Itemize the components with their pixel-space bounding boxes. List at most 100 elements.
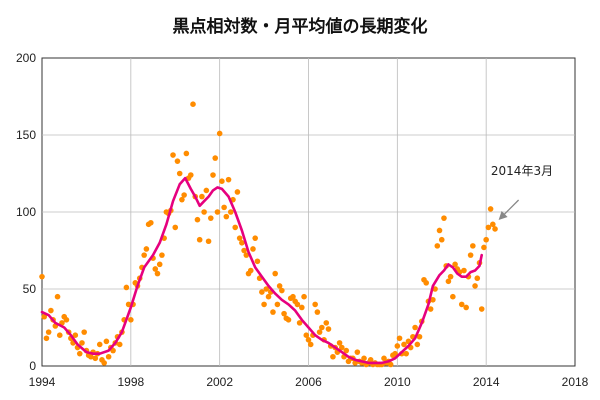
monthly-point	[190, 101, 196, 107]
monthly-point	[312, 301, 318, 308]
monthly-point	[45, 329, 52, 335]
monthly-point	[279, 287, 285, 294]
monthly-point	[72, 332, 79, 339]
monthly-point	[296, 320, 303, 326]
monthly-point	[174, 158, 181, 164]
grid-lines	[42, 58, 575, 366]
monthly-points	[39, 101, 498, 368]
monthly-point	[441, 215, 447, 221]
monthly-point	[416, 333, 423, 340]
smoothed-line-group	[40, 176, 484, 365]
monthly-point	[263, 286, 270, 292]
monthly-point	[243, 252, 250, 258]
y-tick-label: 50	[23, 282, 37, 296]
monthly-point	[116, 341, 123, 348]
monthly-point	[265, 293, 272, 300]
monthly-point	[154, 270, 161, 277]
monthly-point	[241, 247, 247, 254]
x-tick-label: 2006	[295, 375, 322, 389]
monthly-point	[438, 236, 445, 243]
monthly-point	[270, 309, 276, 315]
monthly-point	[187, 172, 194, 178]
monthly-point	[227, 209, 234, 215]
x-tick-label: 1998	[117, 375, 144, 389]
monthly-point	[281, 310, 287, 317]
monthly-point	[225, 176, 232, 183]
monthly-point	[314, 309, 321, 315]
monthly-point	[445, 278, 452, 285]
monthly-point	[105, 353, 112, 360]
monthly-point	[367, 357, 374, 363]
chart-title: 黒点相対数・月平均値の長期変化	[173, 16, 428, 37]
monthly-point	[434, 243, 441, 249]
monthly-point	[210, 172, 216, 178]
monthly-point	[303, 332, 310, 339]
monthly-point	[203, 187, 210, 194]
monthly-point	[414, 341, 421, 348]
monthly-point	[156, 261, 163, 268]
monthly-point	[212, 155, 219, 161]
monthly-point	[396, 335, 403, 342]
monthly-point	[247, 267, 254, 274]
monthly-point	[483, 236, 489, 243]
monthly-point	[361, 355, 367, 362]
monthly-point	[307, 341, 314, 348]
monthly-point	[219, 178, 225, 184]
monthly-point	[323, 320, 330, 326]
monthly-point	[250, 246, 256, 252]
smoothed-line	[40, 176, 484, 365]
monthly-point	[143, 246, 150, 252]
annotation: 2014年3月	[491, 164, 553, 221]
annotation-label: 2014年3月	[491, 164, 553, 178]
monthly-point	[141, 252, 147, 258]
y-tick-label: 100	[16, 205, 36, 219]
monthly-point	[234, 189, 241, 195]
monthly-point	[76, 350, 83, 357]
x-tick-label: 2002	[206, 375, 233, 389]
monthly-point	[272, 270, 278, 277]
monthly-point	[43, 335, 50, 342]
monthly-point	[148, 219, 154, 226]
monthly-point	[88, 353, 94, 360]
x-tick-label: 2014	[473, 375, 500, 389]
monthly-point	[205, 238, 212, 245]
monthly-point	[179, 196, 185, 203]
monthly-point	[381, 355, 387, 362]
monthly-point	[152, 266, 159, 272]
monthly-point	[285, 317, 292, 323]
monthly-point	[239, 240, 245, 246]
monthly-point	[201, 209, 207, 215]
monthly-point	[339, 344, 345, 351]
monthly-point	[430, 296, 436, 303]
monthly-point	[490, 221, 496, 228]
monthly-point	[352, 360, 358, 366]
y-axis-ticks: 0 50 100 150 200	[16, 51, 36, 373]
monthly-point	[412, 324, 418, 331]
monthly-point	[170, 152, 176, 158]
monthly-point	[63, 317, 70, 323]
monthly-point	[474, 275, 481, 282]
monthly-point	[81, 329, 87, 335]
y-tick-label: 150	[16, 128, 36, 142]
monthly-point	[330, 353, 336, 360]
monthly-point	[56, 332, 63, 339]
monthly-point	[254, 258, 261, 265]
monthly-point	[183, 150, 190, 157]
monthly-point	[299, 304, 305, 311]
monthly-point	[492, 226, 498, 232]
monthly-point	[194, 216, 201, 223]
monthly-point	[463, 304, 469, 311]
monthly-point	[176, 170, 183, 177]
monthly-point	[221, 204, 227, 211]
monthly-point	[472, 283, 478, 289]
monthly-point	[467, 252, 474, 258]
monthly-point	[196, 236, 203, 243]
monthly-point	[214, 209, 221, 215]
monthly-point	[232, 224, 239, 231]
monthly-point	[294, 301, 301, 308]
monthly-point	[478, 306, 485, 312]
monthly-point	[423, 280, 430, 286]
monthly-point	[54, 293, 61, 300]
monthly-point	[207, 215, 214, 221]
